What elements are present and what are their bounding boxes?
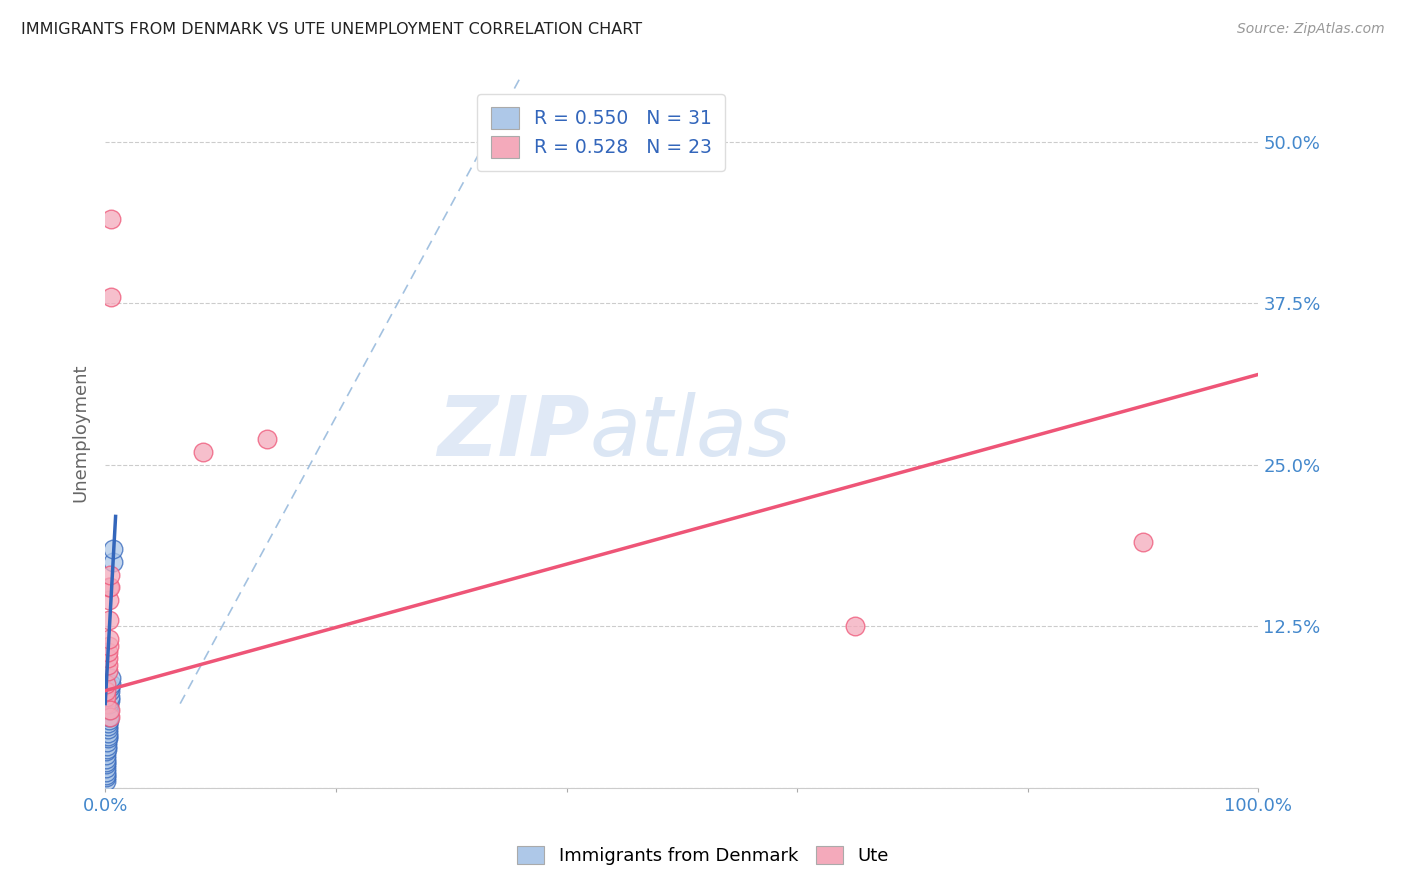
Point xyxy=(844,619,866,633)
Point xyxy=(97,714,120,728)
Point xyxy=(97,697,120,711)
Text: ZIP: ZIP xyxy=(437,392,589,473)
Point xyxy=(96,752,118,766)
Point xyxy=(96,723,118,737)
Y-axis label: Unemployment: Unemployment xyxy=(72,363,89,501)
Point xyxy=(96,755,118,769)
Point xyxy=(100,677,122,691)
Point xyxy=(193,445,215,459)
Point xyxy=(96,726,118,740)
Point xyxy=(100,671,122,685)
Point xyxy=(98,692,121,706)
Point xyxy=(96,657,118,672)
Point xyxy=(1132,535,1154,549)
Legend: R = 0.550   N = 31, R = 0.528   N = 23: R = 0.550 N = 31, R = 0.528 N = 23 xyxy=(478,94,724,171)
Point xyxy=(96,718,118,732)
Point xyxy=(98,581,121,595)
Point xyxy=(94,697,117,711)
Point xyxy=(98,709,121,723)
Point xyxy=(96,645,118,659)
Point xyxy=(96,761,118,775)
Point xyxy=(96,690,118,705)
Point xyxy=(96,741,118,756)
Point xyxy=(256,432,278,446)
Point xyxy=(96,748,118,763)
Point xyxy=(97,703,120,717)
Point xyxy=(97,613,120,627)
Point xyxy=(96,735,118,749)
Point xyxy=(96,677,118,691)
Point xyxy=(98,680,121,694)
Point xyxy=(96,731,118,746)
Point xyxy=(96,683,118,698)
Point xyxy=(94,770,117,784)
Text: atlas: atlas xyxy=(589,392,792,473)
Point xyxy=(100,290,122,304)
Point xyxy=(97,639,120,653)
Text: Source: ZipAtlas.com: Source: ZipAtlas.com xyxy=(1237,22,1385,37)
Point xyxy=(96,744,118,758)
Text: IMMIGRANTS FROM DENMARK VS UTE UNEMPLOYMENT CORRELATION CHART: IMMIGRANTS FROM DENMARK VS UTE UNEMPLOYM… xyxy=(21,22,643,37)
Point xyxy=(98,690,121,705)
Point xyxy=(96,651,118,665)
Point xyxy=(97,632,120,646)
Point xyxy=(96,716,118,731)
Point xyxy=(96,767,118,781)
Point xyxy=(98,567,121,582)
Point xyxy=(103,541,125,556)
Point xyxy=(94,774,117,789)
Point xyxy=(97,581,120,595)
Point xyxy=(100,212,122,227)
Point xyxy=(97,593,120,607)
Point xyxy=(97,709,120,723)
Point xyxy=(96,665,118,679)
Point xyxy=(96,765,118,780)
Point xyxy=(96,739,118,754)
Point xyxy=(98,703,121,717)
Point xyxy=(103,555,125,569)
Point xyxy=(98,683,121,698)
Legend: Immigrants from Denmark, Ute: Immigrants from Denmark, Ute xyxy=(508,837,898,874)
Point xyxy=(96,757,118,772)
Point xyxy=(96,729,118,743)
